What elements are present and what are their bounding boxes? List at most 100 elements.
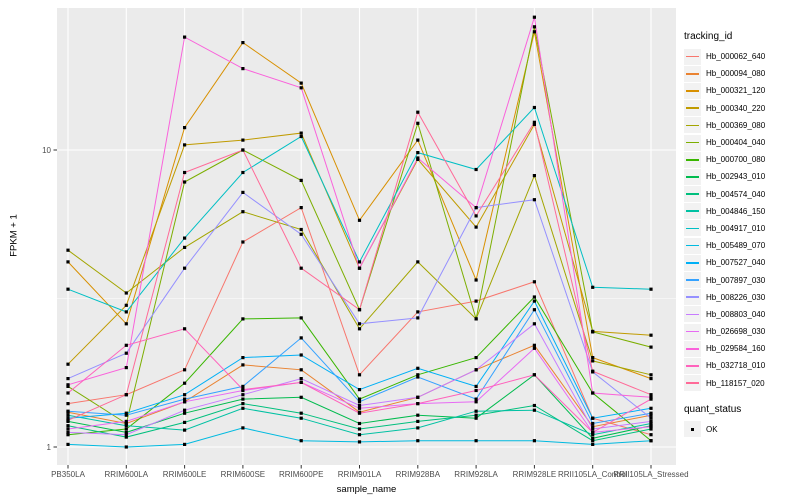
data-point [591,391,595,395]
data-point [474,416,478,420]
data-point [474,225,478,229]
data-point [124,291,128,295]
legend-item-Hb_007897_030: Hb_007897_030 [684,271,798,289]
legend-line-icon [686,227,699,230]
data-point [299,316,303,320]
data-point [66,442,70,446]
legend-line-icon [686,347,699,350]
data-point [532,408,536,412]
legend-item-label: Hb_005489_070 [706,241,766,251]
legend-line-icon [686,365,699,367]
data-point [649,395,653,399]
data-point [299,353,303,357]
data-point [532,15,536,19]
data-point [416,151,420,155]
data-point [591,330,595,334]
data-point [357,406,362,410]
data-point [649,287,653,291]
data-point [124,351,128,355]
data-point [532,295,536,299]
legend-item-Hb_000700_080: Hb_000700_080 [684,151,798,168]
legend-item-label: Hb_004574_040 [706,189,766,199]
x-tick-label: RRIM928BA [396,470,441,479]
legend-line-icon [686,262,699,264]
data-point [416,375,420,379]
data-point [416,439,420,443]
data-point [183,442,187,446]
legend-item-label: Hb_032718_010 [706,361,766,371]
legend-key-box [684,203,701,220]
data-point [357,388,362,392]
data-point [591,369,595,373]
legend-item-Hb_000094_080: Hb_000094_080 [684,65,798,82]
data-point [416,310,420,314]
legend-item-Hb_007527_040: Hb_007527_040 [684,254,798,271]
data-point [241,406,245,410]
data-point [66,391,70,395]
legend: tracking_id Hb_000062_640 Hb_000094_080 Hb… [684,31,798,438]
data-point [66,430,70,434]
data-point [183,266,187,270]
legend-item-Hb_008226_030: Hb_008226_030 [684,289,798,306]
data-point [357,397,362,401]
data-point [183,126,187,130]
data-point [474,400,478,404]
data-point [299,134,303,139]
data-point [299,380,303,384]
data-point [416,402,420,406]
data-point [649,397,653,401]
legend-item-label: Hb_000340_220 [706,103,766,113]
legend-item-label: Hb_026698_030 [706,327,766,337]
data-point [183,327,187,331]
data-point [299,336,303,340]
data-point [183,236,187,240]
x-tick-label: RRIM901LA [338,470,382,479]
data-point [649,439,653,443]
data-point [299,439,303,443]
legend-item-Hb_026698_030: Hb_026698_030 [684,323,798,340]
data-point [66,416,70,420]
data-point [357,308,362,312]
data-point [66,287,70,291]
legend-line-icon [686,55,699,58]
y-axis-title: FPKM + 1 [8,214,20,257]
data-point [591,359,595,363]
legend-item-Hb_000404_040: Hb_000404_040 [684,134,798,151]
data-point [66,418,70,422]
legend-item-Hb_029584_160: Hb_029584_160 [684,340,798,357]
data-point [416,373,420,377]
data-point [649,333,653,337]
data-point [124,435,128,439]
data-point [299,416,303,420]
legend-line-icon [686,90,699,92]
data-point [357,327,362,331]
data-point [649,345,653,349]
data-point [357,427,362,431]
data-point [241,148,245,152]
data-point [66,427,70,431]
x-axis-title: sample_name [336,484,397,495]
data-point [183,180,187,184]
data-point [532,308,536,312]
legend-item-label: Hb_004917_010 [706,223,766,233]
data-point [241,388,245,392]
legend-key-box [684,186,701,203]
data-point [649,421,653,426]
data-point [357,260,362,264]
legend-key-box [684,237,701,254]
legend-key-box [684,151,701,168]
data-point [299,86,303,90]
data-point [124,310,128,314]
data-point [124,303,128,307]
data-point [474,397,478,401]
legend-item-label: Hb_000062_640 [706,52,766,62]
data-point [649,406,653,410]
legend-line-icon [686,72,699,75]
data-point [532,346,536,350]
legend-key-box [684,306,701,323]
data-point [591,425,595,429]
data-point [66,362,70,366]
data-point [649,373,653,377]
legend-item-Hb_002943_010: Hb_002943_010 [684,168,798,185]
